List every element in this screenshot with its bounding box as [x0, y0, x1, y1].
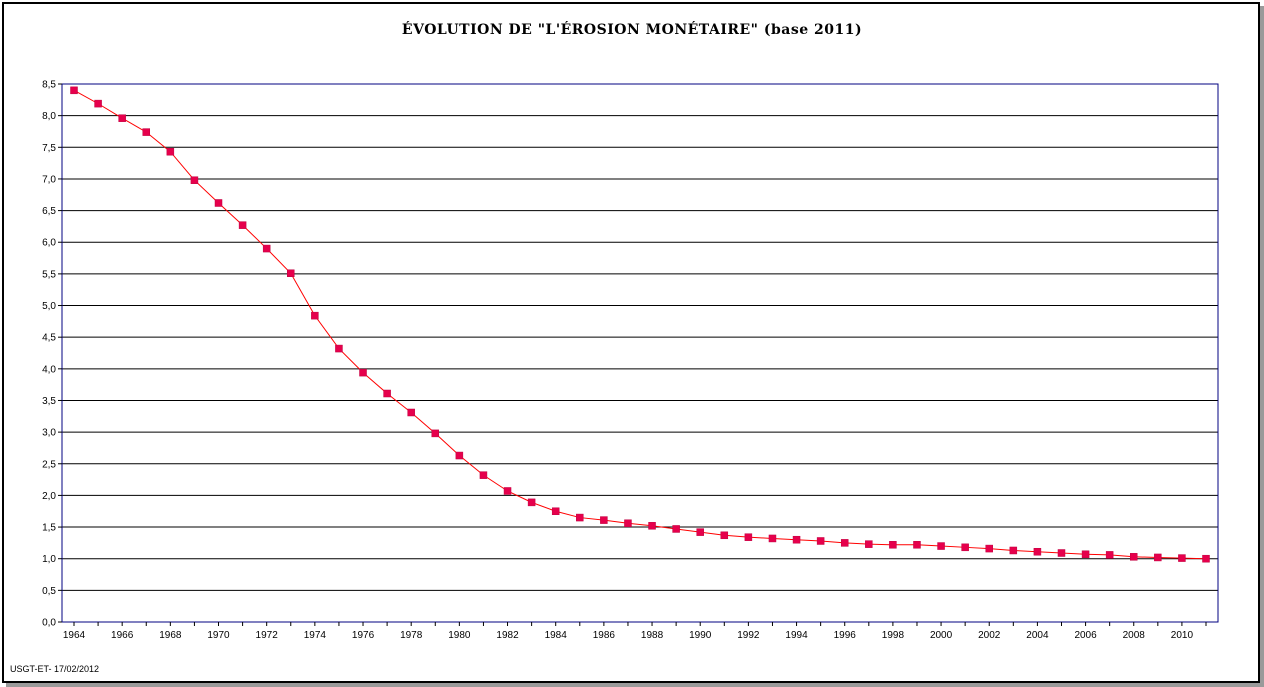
grid-lines — [61, 84, 1218, 623]
data-point — [840, 539, 849, 547]
x-axis-ticks: 1964 1966 1968 1970 1972 1974 1976 1978 1980 1982… — [63, 622, 1207, 641]
data-point — [262, 244, 271, 253]
y-tick-label: 5,5 — [42, 269, 56, 280]
data-point — [503, 487, 512, 495]
x-tick-label: 1982 — [496, 630, 519, 641]
data-point — [407, 408, 415, 417]
data-point — [672, 525, 680, 533]
data-point — [816, 537, 825, 545]
data-point — [1081, 550, 1090, 559]
data-point — [792, 535, 801, 544]
x-tick-label: 1996 — [834, 630, 857, 641]
y-tick-label: 1,5 — [42, 523, 56, 534]
data-point — [720, 531, 729, 540]
y-tick-label: 3,0 — [42, 428, 56, 439]
data-point — [1129, 553, 1138, 561]
data-point — [214, 199, 223, 207]
x-tick-label: 2000 — [930, 630, 953, 641]
y-tick-label: 8,0 — [42, 111, 56, 122]
data-point — [648, 522, 656, 530]
y-tick-label: 1,0 — [42, 554, 56, 565]
y-tick-label: 0,0 — [42, 618, 56, 629]
series-layer — [70, 86, 1210, 563]
data-point — [768, 534, 777, 543]
x-tick-label: 1994 — [785, 630, 808, 641]
data-point — [1009, 546, 1018, 555]
data-point — [961, 543, 969, 552]
y-tick-label: 4,5 — [42, 333, 56, 344]
data-point — [985, 544, 993, 553]
data-point — [479, 471, 488, 479]
plot-area — [61, 83, 1219, 623]
x-tick-label: 2004 — [1026, 630, 1049, 641]
data-point — [1178, 554, 1186, 562]
x-tick-label: 1974 — [304, 630, 327, 641]
x-tick-label: 1986 — [593, 630, 616, 641]
x-tick-label: 2002 — [978, 630, 1001, 641]
data-point — [865, 540, 873, 548]
y-tick-label: 2,5 — [42, 459, 56, 470]
y-tick-label: 0,5 — [42, 586, 56, 597]
y-tick-label: 8,5 — [42, 80, 56, 91]
y-tick-label: 7,5 — [42, 143, 56, 154]
y-tick-label: 4,0 — [42, 364, 56, 375]
x-tick-label: 1976 — [352, 630, 375, 641]
data-point — [118, 114, 126, 122]
data-point — [1105, 551, 1114, 559]
y-tick-label: 6,5 — [42, 206, 56, 217]
data-point — [527, 498, 536, 507]
data-point — [431, 429, 440, 438]
data-point — [238, 221, 247, 229]
data-point — [455, 451, 464, 460]
data-point — [624, 519, 632, 528]
data-point — [744, 533, 753, 541]
data-point — [335, 344, 343, 353]
data-point — [600, 516, 608, 524]
data-point — [359, 368, 367, 377]
data-point — [142, 128, 151, 136]
y-tick-label: 5,0 — [42, 301, 56, 312]
x-tick-label: 1990 — [689, 630, 712, 641]
x-tick-label: 1998 — [882, 630, 905, 641]
data-point — [913, 541, 921, 549]
series-line — [73, 89, 1207, 560]
chart-title: ÉVOLUTION DE "L'ÉROSION MONÉTAIRE" (base… — [401, 22, 863, 38]
data-point — [287, 269, 295, 277]
x-tick-label: 1988 — [641, 630, 664, 641]
x-tick-label: 1980 — [448, 630, 471, 641]
data-point — [94, 99, 102, 108]
x-tick-label: 1972 — [256, 630, 279, 641]
x-tick-label: 2006 — [1074, 630, 1097, 641]
data-point — [1154, 553, 1162, 562]
x-tick-label: 2010 — [1171, 630, 1194, 641]
data-point — [889, 541, 897, 549]
data-point — [311, 311, 319, 320]
x-tick-label: 1966 — [111, 630, 134, 641]
x-tick-label: 2008 — [1123, 630, 1146, 641]
y-tick-label: 7,0 — [42, 174, 56, 185]
data-point — [70, 86, 78, 95]
data-point — [1202, 554, 1210, 563]
footer-date: USGT-ET- 17/02/2012 — [10, 664, 100, 674]
data-point — [696, 528, 704, 536]
data-point — [576, 513, 584, 522]
x-tick-label: 1992 — [737, 630, 760, 641]
y-tick-label: 6,0 — [42, 238, 56, 249]
x-tick-label: 1970 — [207, 630, 230, 641]
data-point — [551, 507, 560, 515]
data-point — [937, 542, 945, 550]
x-tick-label: 1984 — [545, 630, 568, 641]
data-point — [1057, 549, 1066, 557]
data-point — [1033, 547, 1042, 556]
x-tick-label: 1978 — [400, 630, 423, 641]
y-tick-label: 2,0 — [42, 491, 56, 502]
y-tick-label: 3,5 — [42, 396, 56, 407]
data-point — [383, 389, 391, 398]
x-tick-label: 1968 — [159, 630, 182, 641]
data-point — [190, 176, 199, 184]
y-axis-ticks: 0,0 0,5 1,0 1,5 2,0 2,5 3,0 3,5 4,0 4,5 5,0 5,5 6,0 6… — [42, 80, 62, 629]
x-tick-label: 1964 — [63, 630, 86, 641]
data-point — [166, 147, 175, 156]
